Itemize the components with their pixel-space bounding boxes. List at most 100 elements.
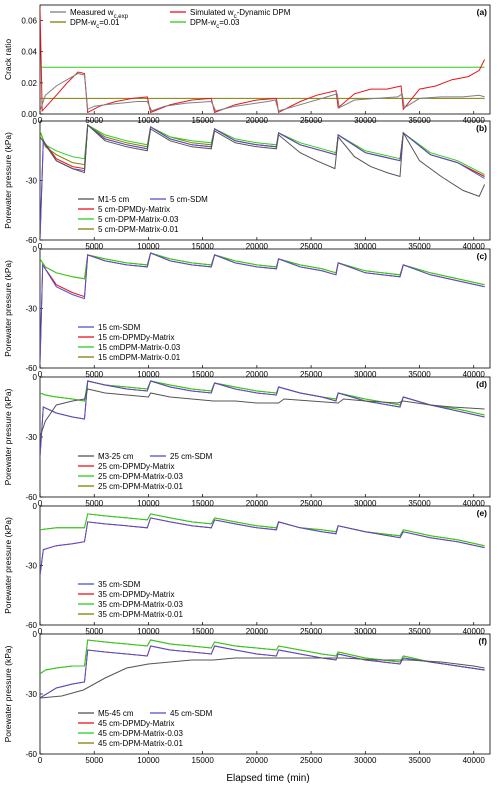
x-tick-label: 15000: [192, 116, 215, 125]
panel-label: (d): [476, 379, 487, 389]
x-tick-label: 30000: [354, 499, 377, 508]
legend-label: 25 cm-DPMDy-Matrix: [98, 462, 174, 471]
series-line-measured-w: [40, 72, 485, 112]
x-tick-label: 35000: [408, 499, 431, 508]
y-axis-label: Porewater pressure (kPa): [3, 388, 13, 485]
x-tick-label: 30000: [354, 370, 377, 379]
x-tick-label: 0: [38, 627, 43, 636]
legend-label: 35 cm-DPM-Matrix-0.01: [98, 610, 183, 619]
legend-label: 15 cm-DPMDy-Matrix: [98, 333, 174, 342]
legend-label: 25 cm-DPM-Matrix-0.01: [98, 482, 183, 491]
x-tick-label: 10000: [137, 242, 160, 251]
series-line-m3-25-cm: [40, 388, 485, 438]
x-tick-label: 35000: [408, 116, 431, 125]
x-tick-label: 10000: [137, 756, 160, 765]
legend-label: 15 cmDPM-Matrix-0.03: [98, 343, 181, 352]
legend-label: 15 cm-SDM: [98, 323, 141, 332]
x-tick-label: 20000: [246, 116, 269, 125]
x-tick-label: 40000: [463, 499, 486, 508]
x-tick-label: 10000: [137, 370, 160, 379]
y-tick-label: -60: [25, 236, 37, 245]
series-line-m5-45-cm: [40, 657, 485, 699]
series-line-15-cmdpm-matrix-0-03: [40, 252, 485, 286]
series-line-m1-5-cm: [40, 123, 486, 198]
panel-a: 0 5000 10000 15000 20000 25000 30000 35000 40000…: [3, 4, 491, 125]
y-tick-label: -60: [25, 621, 37, 630]
series-group: [40, 123, 486, 240]
legend-label: 5 cm-DPM-Matrix-0.01: [98, 225, 179, 234]
legend-label: 5 cm-DPMDy-Matrix: [98, 205, 170, 214]
x-tick-label: 0: [38, 242, 43, 251]
x-tick-label: 20000: [246, 499, 269, 508]
legend-label: 45 cm-DPM-Matrix-0.03: [98, 729, 183, 738]
x-tick-label: 40000: [463, 756, 486, 765]
x-tick-label: 10000: [137, 627, 160, 636]
y-tick-label: 0.00: [21, 110, 37, 119]
x-tick-label: 15000: [192, 499, 215, 508]
legend-label: M3-25 cm: [98, 452, 134, 461]
x-tick-label: 25000: [300, 242, 323, 251]
y-tick-label: -60: [25, 750, 37, 759]
x-tick-label: 25000: [300, 116, 323, 125]
x-tick-label: 15000: [192, 627, 215, 636]
y-tick-label: 0: [33, 630, 38, 639]
x-tick-label: 10000: [137, 499, 160, 508]
legend-label: 25 cm-SDM: [170, 452, 213, 461]
x-tick-label: 40000: [463, 370, 486, 379]
x-tick-label: 25000: [300, 499, 323, 508]
x-tick-label: 30000: [354, 756, 377, 765]
series-line-25-cm-sdm: [40, 380, 485, 458]
panel-label: (e): [477, 508, 488, 518]
x-tick-label: 25000: [300, 756, 323, 765]
y-tick-label: 0.04: [21, 48, 37, 57]
x-tick-label: 5000: [85, 370, 103, 379]
x-tick-label: 20000: [246, 242, 269, 251]
panel-label: (f): [479, 636, 488, 646]
y-axis-label: Porewater pressure (kPa): [3, 132, 13, 229]
y-tick-label: -60: [25, 493, 37, 502]
y-tick-label: -30: [25, 433, 37, 442]
x-tick-label: 30000: [354, 627, 377, 636]
x-tick-label: 5000: [85, 756, 103, 765]
panel-label: (c): [477, 251, 488, 261]
x-tick-label: 40000: [463, 242, 486, 251]
x-tick-label: 10000: [137, 116, 160, 125]
panel-b: 0 5000 10000 15000 20000 25000 30000 35000 40000…: [3, 117, 491, 251]
x-tick-label: 35000: [408, 242, 431, 251]
x-tick-label: 40000: [463, 627, 486, 636]
y-tick-label: 0: [33, 117, 38, 126]
x-tick-label: 15000: [192, 242, 215, 251]
series-group: [40, 513, 485, 576]
legend-label: 45 cm-DPM-Matrix-0.01: [98, 739, 183, 748]
legend-label: 5 cm-SDM: [170, 195, 208, 204]
legend-label: 15 cmDPM-Matrix-0.01: [98, 353, 181, 362]
x-tick-label: 35000: [408, 370, 431, 379]
y-tick-label: 0.06: [21, 17, 37, 26]
x-tick-label: 5000: [85, 242, 103, 251]
x-tick-label: 40000: [463, 116, 486, 125]
y-tick-label: -30: [25, 305, 37, 314]
legend-label: M1-5 cm: [98, 195, 129, 204]
x-tick-label: 20000: [246, 370, 269, 379]
y-tick-label: -60: [25, 364, 37, 373]
y-tick-label: -30: [25, 177, 37, 186]
x-tick-label: 30000: [354, 242, 377, 251]
x-tick-label: 0: [38, 756, 43, 765]
x-tick-label: 30000: [354, 116, 377, 125]
y-axis-label: Porewater pressure (kPa): [3, 260, 13, 357]
y-axis-label: Porewater pressure (kPa): [3, 517, 13, 614]
series-group: [40, 380, 485, 458]
legend-label: 25 cm-DPM-Matrix-0.03: [98, 472, 183, 481]
legend-label: 45 cm-SDM: [170, 709, 213, 718]
series-group: [40, 8, 486, 114]
legend-label: 35 cm-SDM: [98, 580, 141, 589]
x-tick-label: 5000: [85, 499, 103, 508]
x-tick-label: 35000: [408, 627, 431, 636]
legend-label: 5 cm-DPM-Matrix-0.03: [98, 215, 179, 224]
